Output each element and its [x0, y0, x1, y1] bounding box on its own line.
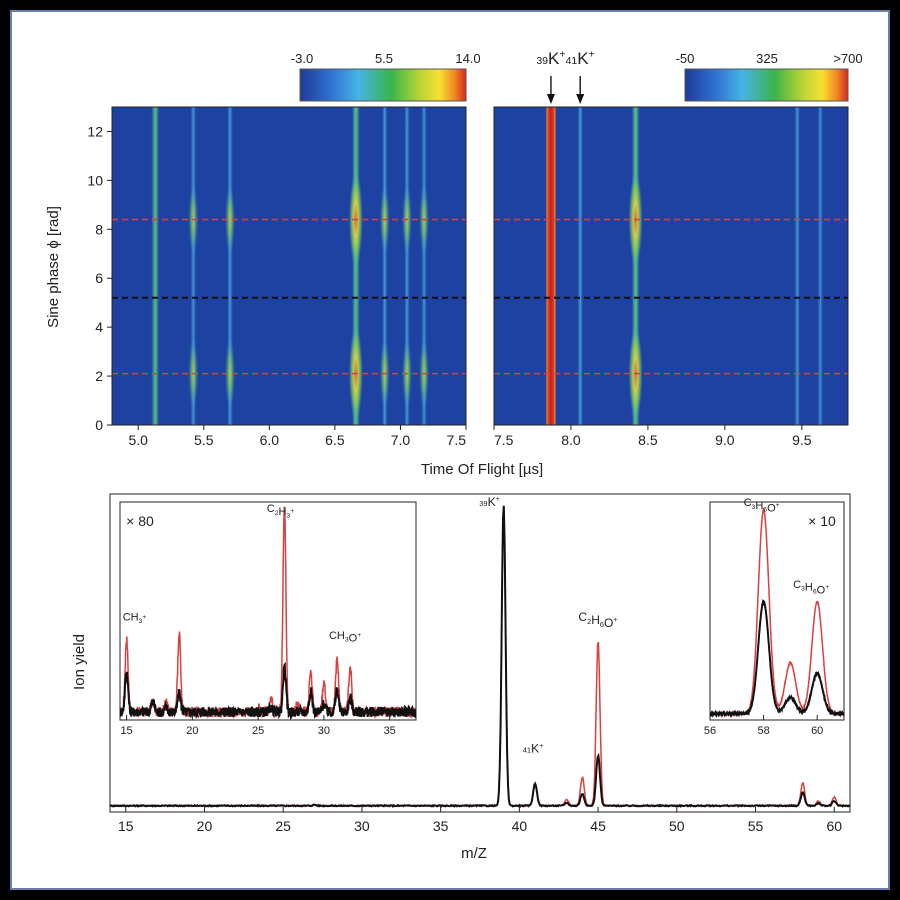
heatmap-right: 7.5 8.0 8.5 9.0 9.5: [493, 106, 849, 448]
y-tick-label: 0: [95, 417, 103, 433]
colorbar-right-tick: 325: [756, 51, 778, 66]
annotation-arrow-head: [576, 94, 585, 104]
colorbar-left: -3.0 5.5 14.0: [291, 51, 481, 102]
spectrum-series-line: [710, 598, 844, 719]
heatmap-streak: [794, 107, 801, 425]
x-tick-label: 5.0: [128, 432, 148, 448]
colorbar-left-tick: -3.0: [291, 51, 313, 66]
x-tick-label: 7.5: [494, 432, 514, 448]
y-tick-label: 10: [87, 172, 103, 188]
colorbar-right-gradient: [684, 68, 849, 102]
potassium-annotations: 39K+41K+: [536, 48, 595, 104]
x-tick-label: 8.5: [638, 432, 658, 448]
spectrum-content: [110, 505, 850, 809]
x-tick-label: 8.0: [561, 432, 581, 448]
y-tick-label: 8: [95, 221, 103, 237]
spectrum-x-axis-label: m/Z: [461, 845, 487, 862]
peak-label-ch3o: CH3O+: [329, 630, 361, 645]
peak-label-c3h6o-60: C3H6O+: [793, 579, 829, 597]
x-tick-label: 15: [118, 818, 134, 834]
peak-label-c3h6o-58: C3H6O+: [744, 497, 780, 515]
x-tick-label: 9.0: [715, 432, 735, 448]
y-tick-label: 2: [95, 368, 103, 384]
colorbar-left-gradient: [299, 68, 467, 102]
figure-canvas: -3.0 5.5 14.0 -50 325 >700 5.0 5.5 6.0 6.5 7…: [10, 10, 890, 890]
annotation-arrow-head: [546, 94, 555, 104]
x-tick-label: 6.0: [260, 432, 280, 448]
x-tick-label: 25: [252, 725, 264, 737]
colorbar-right: -50 325 >700: [676, 51, 863, 102]
x-tick-label: 7.0: [391, 432, 411, 448]
heatmap-streak: [151, 107, 160, 425]
heatmap-left: 5.0 5.5 6.0 6.5 7.0 7.5 0 2 4 6 8 10 12: [87, 106, 467, 448]
k-ion-label: 39K+: [536, 48, 565, 68]
heatmap-content: [112, 107, 466, 425]
x-tick-label: 30: [318, 725, 330, 737]
heatmap-shade: [112, 107, 466, 425]
heatmap-x-axis-label: Time Of Flight [µs]: [421, 461, 543, 478]
heatmap-hotspot: [225, 183, 235, 256]
heatmap-frame: [111, 106, 467, 426]
x-tick-label: 30: [354, 818, 370, 834]
x-tick-label: 20: [186, 725, 198, 737]
x-tick-label: 25: [275, 818, 291, 834]
heatmap-content: [494, 107, 848, 425]
y-tick-label: 4: [95, 319, 103, 335]
spectrum-series-line: [110, 505, 850, 809]
x-tick-label: 40: [512, 818, 528, 834]
heatmap-streak: [404, 107, 410, 425]
x-tick-label: 58: [757, 725, 769, 737]
x-tick-label: 5.5: [194, 432, 214, 448]
heatmap-streak: [577, 107, 584, 425]
x-tick-label: 35: [384, 725, 396, 737]
x-tick-label: 35: [433, 818, 449, 834]
heatmap-streak: [227, 107, 233, 425]
x-tick-label: 9.5: [792, 432, 812, 448]
x-tick-label: 60: [826, 818, 842, 834]
colorbar-right-tick: >700: [833, 51, 862, 66]
y-tick-label: 6: [95, 270, 103, 286]
peak-label-k39: 39K+: [479, 494, 500, 509]
heatmap-streak: [546, 107, 556, 425]
colorbar-right-tick: -50: [676, 51, 695, 66]
heatmap-streak: [817, 107, 824, 425]
inset-right-scale-label: × 10: [808, 513, 836, 529]
inset-right: 56 58 60 × 10 C3H6O+ C3H6O+: [704, 497, 845, 737]
x-tick-label: 60: [811, 725, 823, 737]
peak-label-ch3: CH3+: [123, 611, 147, 625]
y-tick-label: 12: [87, 123, 103, 139]
spectrum-content: [120, 506, 416, 720]
heatmap-streak: [421, 107, 428, 425]
peak-label-k41: 41K+: [523, 741, 544, 756]
k-ion-label: 41K+: [566, 48, 595, 68]
heatmap-streak: [190, 107, 197, 425]
x-tick-label: 56: [704, 725, 716, 737]
heatmap-hotspot: [225, 337, 235, 410]
x-tick-label: 45: [590, 818, 606, 834]
heatmap-streak: [381, 107, 388, 425]
peak-label-c2h6o: C2H6O+: [578, 610, 617, 630]
figure-svg: -3.0 5.5 14.0 -50 325 >700 5.0 5.5 6.0 6.5 7…: [45, 48, 863, 862]
x-tick-label: 15: [120, 725, 132, 737]
spectrum-content: [710, 507, 844, 719]
inset-left-scale-label: × 80: [126, 513, 154, 529]
peak-label-c2h3: C2H3+: [267, 503, 295, 520]
x-tick-label: 6.5: [325, 432, 345, 448]
spectrum-series-line: [120, 661, 416, 720]
x-tick-label: 55: [748, 818, 764, 834]
x-tick-label: 50: [669, 818, 685, 834]
heatmap-frame: [493, 106, 849, 426]
spectrum-y-axis-label: Ion yield: [71, 634, 88, 690]
x-tick-label: 20: [197, 818, 213, 834]
heatmap-y-axis-label: Sine phase ϕ [rad]: [45, 206, 62, 328]
inset-left: 15 20 25 30 35 × 80 CH3+ C2H3+ CH3O+: [119, 501, 417, 737]
plot-frame: [709, 501, 845, 721]
plot-frame: [119, 501, 417, 721]
colorbar-left-tick: 5.5: [375, 51, 393, 66]
x-tick-label: 7.5: [447, 432, 467, 448]
colorbar-left-tick: 14.0: [455, 51, 480, 66]
